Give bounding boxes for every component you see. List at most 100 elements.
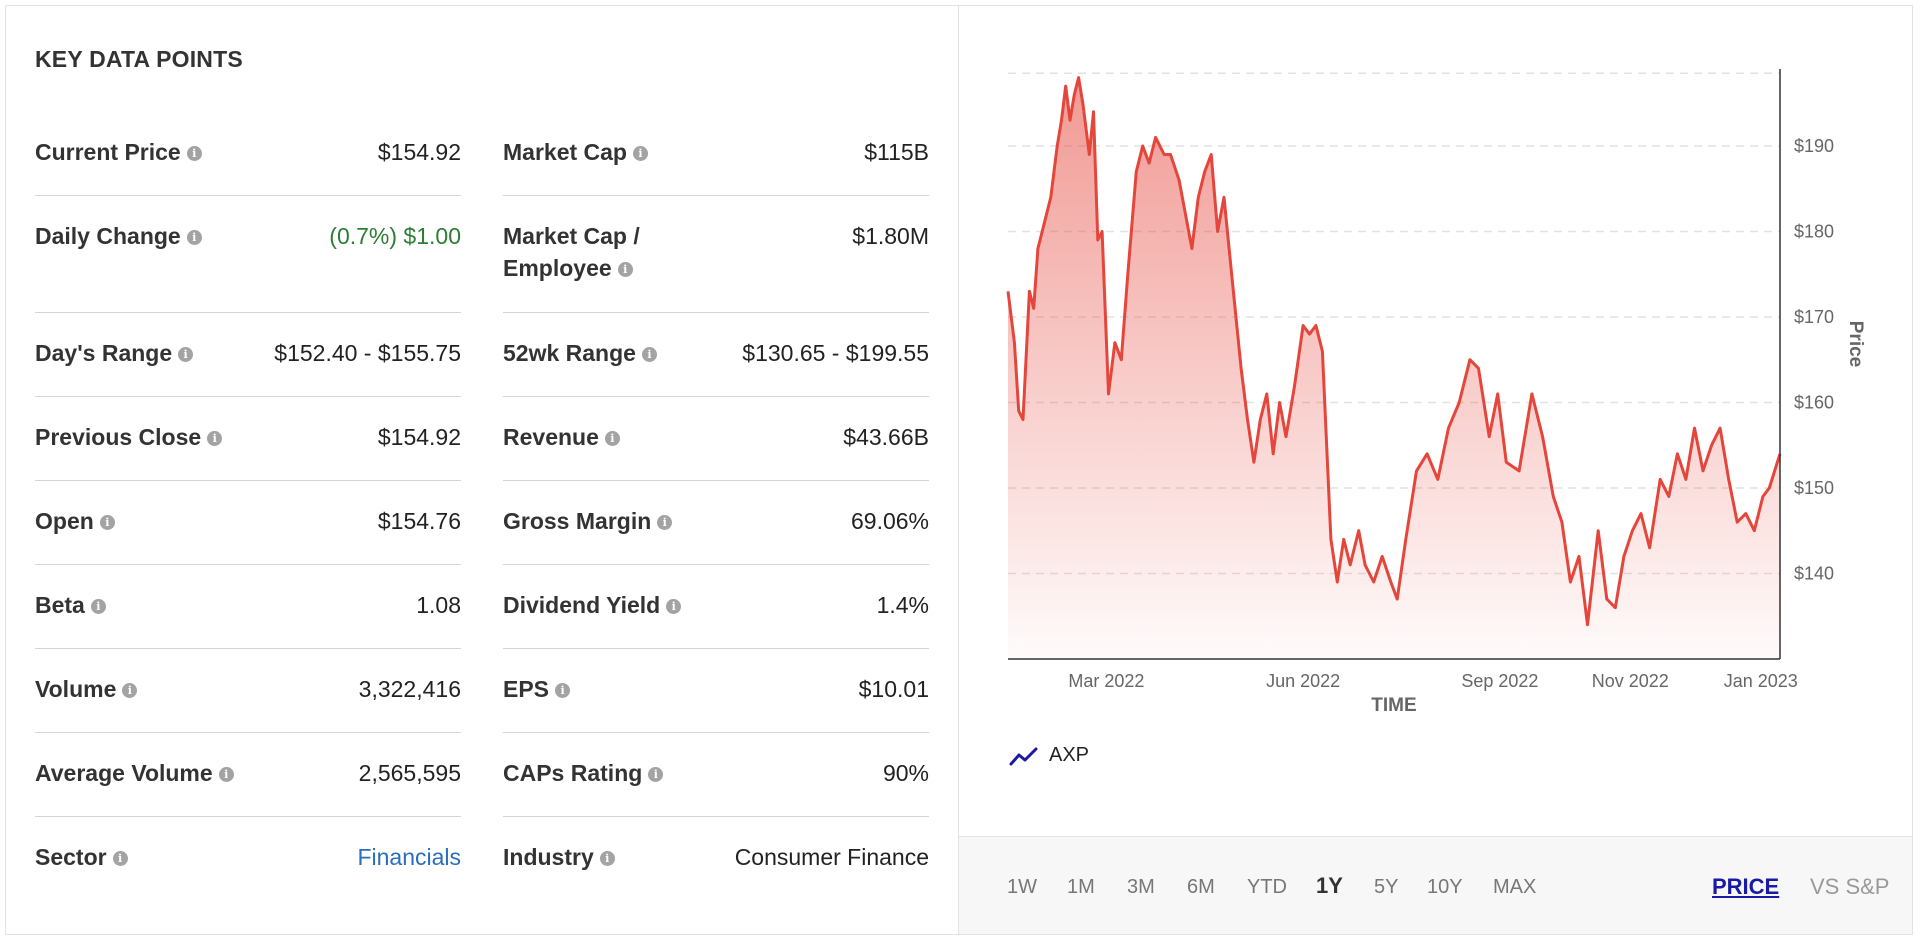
kv-value: $154.76 (377, 508, 461, 534)
y-axis-title: Price (1845, 321, 1866, 367)
y-tick-label: $190 (1794, 136, 1834, 156)
panel-divider (958, 6, 959, 934)
info-icon[interactable]: i (186, 230, 202, 245)
range-button-5y[interactable]: 5Y (1374, 876, 1399, 898)
kv-label: Revenue (503, 424, 599, 450)
y-tick-label: $150 (1794, 478, 1834, 498)
x-tick-label: Jan 2023 (1724, 671, 1798, 691)
range-button-ytd[interactable]: YTD (1247, 876, 1287, 898)
kv-row-dividend-yield: Dividend Yield i 1.4% (503, 565, 929, 649)
kv-value: $154.92 (377, 424, 461, 450)
info-icon[interactable]: i (632, 146, 648, 161)
info-icon[interactable]: i (604, 431, 620, 446)
info-icon[interactable]: i (657, 515, 673, 530)
kv-label: Average Volume (35, 760, 213, 786)
info-icon[interactable]: i (178, 347, 194, 362)
info-icon[interactable]: i (641, 347, 657, 362)
kv-label: Gross Margin (503, 508, 652, 534)
kv-value: $43.66B (843, 424, 929, 450)
x-axis-title: TIME (1371, 695, 1416, 716)
kv-label: Industry (503, 844, 594, 870)
kv-value: 1.4% (876, 592, 929, 618)
kv-row-gross-margin: Gross Margin i 69.06% (503, 481, 929, 565)
kv-row-volume: Volume i 3,322,416 (35, 649, 461, 733)
kv-value: $130.65 - $199.55 (742, 340, 929, 366)
range-button-1w[interactable]: 1W (1007, 876, 1037, 898)
price-series-line (1006, 76, 1782, 627)
kv-row-eps: EPS i $10.01 (503, 649, 929, 733)
kv-row-previous-close: Previous Close i $154.92 (35, 397, 461, 481)
kv-value: $10.01 (858, 676, 929, 702)
kv-value: $1.80M (852, 223, 929, 249)
kv-value: $152.40 - $155.75 (274, 340, 461, 366)
range-button-1m[interactable]: 1M (1067, 876, 1095, 898)
key-data-left-column: Current Price i $154.92 Daily Change i (0.… (35, 112, 461, 901)
range-button-max[interactable]: MAX (1493, 876, 1537, 898)
kv-label: Dividend Yield (503, 592, 661, 618)
info-icon[interactable]: i (555, 683, 571, 698)
kv-label: Previous Close (35, 424, 202, 450)
chart-panel: $140 $150 $160 $170 $180 $190 Mar 2022 Jun 2022… (959, 6, 1912, 934)
kv-value: Consumer Finance (734, 844, 929, 870)
kv-value: 1.08 (416, 592, 461, 618)
kv-label: 52wk Range (503, 340, 636, 366)
key-data-right-column: Market Cap i $115B Market Cap / Employee i… (503, 112, 929, 901)
kv-row-beta: Beta i 1.08 (35, 565, 461, 649)
info-icon[interactable]: i (648, 767, 664, 782)
x-tick-label: Sep 2022 (1461, 671, 1538, 691)
y-tick-label: $140 (1794, 563, 1834, 583)
info-icon[interactable]: i (90, 599, 106, 614)
info-icon[interactable]: i (207, 431, 223, 446)
range-button-1y[interactable]: 1Y (1316, 873, 1343, 898)
range-button-10y[interactable]: 10Y (1427, 876, 1463, 898)
y-tick-label: $180 (1794, 221, 1834, 241)
price-mode-tab[interactable]: PRICE (1712, 874, 1780, 899)
y-tick-label: $160 (1794, 392, 1834, 412)
chart-controls-bar: 1W 1M 3M 6M YTD 1Y 5Y 10Y MAX PRICE VS S… (959, 836, 1912, 934)
kv-label: Sector (35, 844, 107, 870)
kv-label: CAPs Rating (503, 760, 643, 786)
range-button-3m[interactable]: 3M (1127, 876, 1155, 898)
kv-label: Daily Change (35, 223, 181, 249)
key-data-card: KEY DATA POINTS Current Price i $154.92 D… (5, 5, 1913, 935)
price-area-fill (1008, 77, 1780, 660)
x-tick-label: Nov 2022 (1592, 671, 1669, 691)
kv-row-current-price: Current Price i $154.92 (35, 112, 461, 196)
kv-row-revenue: Revenue i $43.66B (503, 397, 929, 481)
x-tick-label: Mar 2022 (1068, 671, 1144, 691)
info-icon[interactable]: i (112, 851, 128, 866)
info-icon[interactable]: i (666, 599, 682, 614)
kv-row-average-volume: Average Volume i 2,565,595 (35, 733, 461, 817)
kv-value: $115B (864, 139, 929, 165)
kv-label: Open (35, 508, 94, 534)
info-icon[interactable]: i (122, 683, 138, 698)
info-icon[interactable]: i (599, 851, 615, 866)
x-tick-label: Jun 2022 (1266, 671, 1340, 691)
vs-sp-mode-tab[interactable]: VS S&P (1810, 874, 1890, 899)
kv-label: Market Cap / Employee (503, 223, 640, 281)
range-button-6m[interactable]: 6M (1187, 876, 1215, 898)
price-chart[interactable]: $140 $150 $160 $170 $180 $190 Mar 2022 Jun 2022… (959, 6, 1912, 836)
info-icon[interactable]: i (99, 515, 115, 530)
info-icon[interactable]: i (218, 767, 234, 782)
chart-legend[interactable]: AXP (1009, 744, 1089, 767)
kv-label: Market Cap (503, 139, 627, 165)
kv-value: 2,565,595 (358, 760, 461, 786)
kv-row-52wk-range: 52wk Range i $130.65 - $199.55 (503, 313, 929, 397)
kv-value: 90% (882, 760, 929, 786)
kv-value: 69.06% (850, 508, 929, 534)
kv-row-market-cap: Market Cap i $115B (503, 112, 929, 196)
kv-value: $154.92 (377, 139, 461, 165)
info-icon[interactable]: i (186, 146, 202, 161)
key-data-panel: KEY DATA POINTS Current Price i $154.92 D… (6, 6, 958, 934)
legend-series-label: AXP (1049, 744, 1090, 766)
trend-line-icon (1009, 747, 1038, 765)
kv-value: 3,322,416 (358, 676, 461, 702)
kv-row-caps-rating: CAPs Rating i 90% (503, 733, 929, 817)
kv-label: EPS (503, 676, 550, 702)
sector-link[interactable]: Financials (357, 844, 461, 870)
kv-value: (0.7%) $1.00 (329, 223, 461, 249)
kv-label: Current Price (35, 139, 181, 165)
info-icon[interactable]: i (617, 262, 633, 277)
y-tick-label: $170 (1794, 307, 1834, 327)
